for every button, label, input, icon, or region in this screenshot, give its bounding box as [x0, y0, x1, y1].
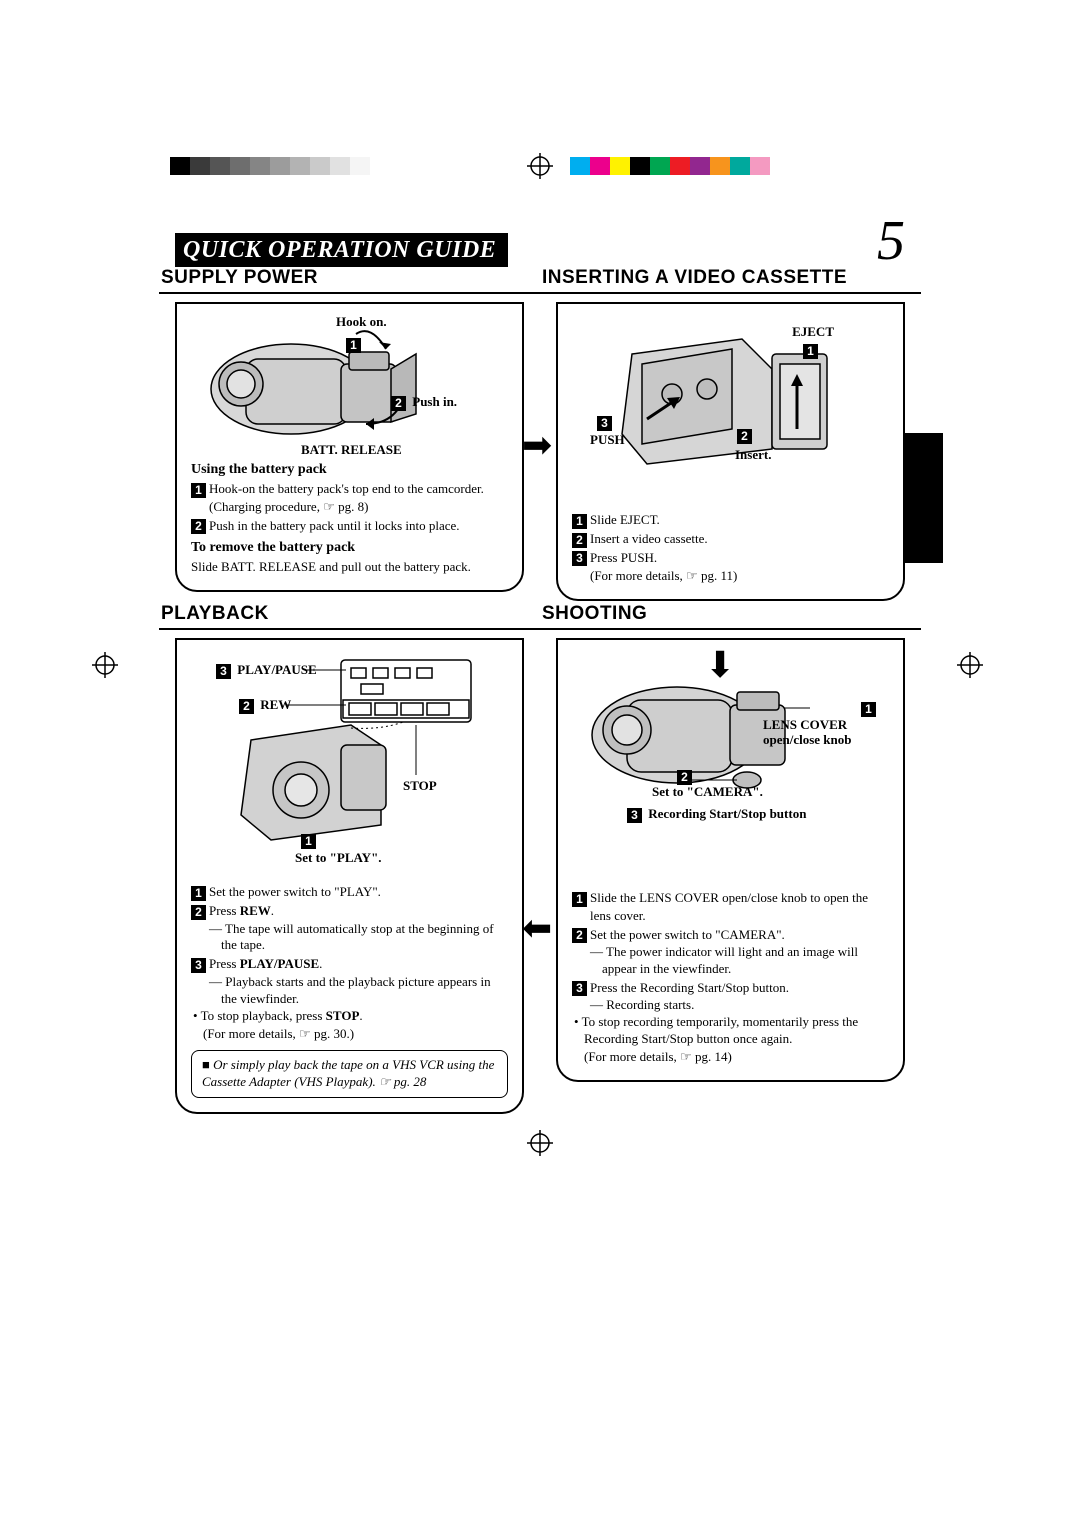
panel-title: SHOOTING — [540, 603, 921, 631]
substep: — Recording starts. — [572, 997, 889, 1014]
panel-shooting: SHOOTING — [556, 615, 905, 1114]
registration-strip — [0, 155, 1080, 177]
callout-3: 3 — [216, 664, 231, 679]
vhs-note: ■ Or simply play back the tape on a VHS … — [191, 1050, 508, 1098]
step-text: Set the power switch to "PLAY". — [209, 884, 381, 899]
registration-mark-left — [90, 650, 120, 680]
callout-1: 1 — [803, 344, 818, 359]
bullet: • To stop recording temporarily, momenta… — [572, 1014, 889, 1048]
step-text: Insert a video cassette. — [590, 531, 708, 546]
figure-battery: Hook on. 1 2 Push in. BATT. RELEASE — [191, 314, 508, 454]
flow-arrow-right: ➡ — [522, 424, 552, 466]
step-text: Press — [209, 903, 240, 918]
subhead-using-battery: Using the battery pack — [191, 462, 508, 478]
substep: — The tape will automatically stop at th… — [191, 921, 508, 955]
page-number: 5 — [877, 218, 905, 268]
label-lens-cover: LENS COVER open/close knob — [763, 718, 893, 747]
step-text: Hook-on the battery pack's top end to th… — [209, 481, 484, 514]
panel-inserting-cassette: INSERTING A VIDEO CASSETTE — [556, 279, 905, 601]
panel-title: INSERTING A VIDEO CASSETTE — [540, 267, 921, 295]
flow-arrow-left: ⬅ — [522, 907, 552, 949]
label-play-pause: PLAY/PAUSE — [237, 662, 316, 677]
grayscale-swatches — [170, 157, 370, 175]
callout-3: 3 — [597, 416, 612, 431]
panel-supply-power: SUPPLY POWER — [175, 279, 524, 601]
label-push: PUSH — [590, 432, 625, 448]
figure-shooting: 1 LENS COVER open/close knob 2 Set to "C… — [572, 650, 889, 850]
label-eject: EJECT — [792, 324, 834, 340]
callout-2: 2 — [677, 770, 692, 785]
figure-cassette: EJECT 1 3 PUSH 2 Insert. — [572, 314, 889, 484]
more-details: (For more details, ☞ pg. 11) — [572, 567, 889, 585]
page-content: QUICK OPERATION GUIDE 5 ➡ ⬇ ⬅ SUPPLY POW… — [175, 218, 905, 1114]
registration-mark-right — [955, 650, 985, 680]
subhead-remove-battery: To remove the battery pack — [191, 540, 508, 556]
panel-grid: ➡ ⬇ ⬅ SUPPLY POWER — [175, 279, 905, 1114]
callout-1: 1 — [301, 834, 316, 849]
label-hook-on: Hook on. — [336, 314, 387, 330]
registration-mark-top — [525, 151, 555, 181]
callout-3: 3 — [627, 808, 642, 823]
remove-text: Slide BATT. RELEASE and pull out the bat… — [191, 558, 508, 576]
step-text: Press the Recording Start/Stop button. — [590, 980, 789, 995]
more-details: (For more details, ☞ pg. 14) — [572, 1048, 889, 1066]
label-push-in: Push in. — [412, 394, 457, 409]
callout-1: 1 — [861, 702, 876, 717]
callout-2: 2 — [737, 429, 752, 444]
label-stop: STOP — [403, 778, 437, 794]
step-text: Slide the LENS COVER open/close knob to … — [590, 890, 868, 923]
registration-mark-bottom — [525, 1128, 555, 1158]
figure-playback: 3 PLAY/PAUSE 2 REW STOP 1 Set to "PLAY". — [191, 650, 508, 875]
label-batt-release: BATT. RELEASE — [301, 442, 402, 458]
step-text: Set the power switch to "CAMERA". — [590, 927, 785, 942]
page-title: QUICK OPERATION GUIDE — [175, 233, 508, 268]
label-set-camera: Set to "CAMERA". — [652, 784, 763, 800]
step-text: Press PUSH. — [590, 550, 657, 565]
callout-2: 2 — [391, 396, 406, 411]
substep: — The power indicator will light and an … — [572, 944, 889, 978]
panel-title: SUPPLY POWER — [159, 267, 540, 295]
more-details: (For more details, ☞ pg. 30.) — [191, 1025, 508, 1043]
label-rec-button: Recording Start/Stop button — [648, 806, 806, 821]
panel-playback: PLAYBACK — [175, 615, 524, 1114]
label-insert: Insert. — [735, 447, 771, 463]
thumb-tab — [905, 433, 943, 563]
callout-2: 2 — [239, 699, 254, 714]
panel-title: PLAYBACK — [159, 603, 540, 631]
label-set-play: Set to "PLAY". — [295, 850, 382, 866]
playback-illustration — [191, 650, 491, 875]
step-text: Press — [209, 956, 240, 971]
step-text: Slide EJECT. — [590, 512, 660, 527]
substep: — Playback starts and the playback pictu… — [191, 974, 508, 1008]
page-header: QUICK OPERATION GUIDE 5 — [175, 218, 905, 269]
step-text: Push in the battery pack until it locks … — [209, 518, 460, 533]
label-rew: REW — [260, 697, 291, 712]
callout-1: 1 — [346, 338, 361, 353]
color-swatches — [570, 157, 770, 175]
